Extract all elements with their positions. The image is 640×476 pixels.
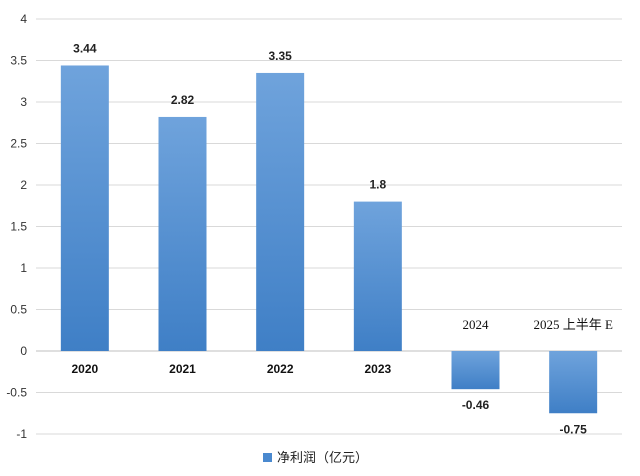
y-tick-label: -0.5 — [6, 386, 27, 400]
bar — [451, 351, 500, 390]
data-label: 1.8 — [369, 178, 386, 192]
legend: 净利润（亿元） — [263, 451, 368, 466]
x-tick-label: 2023 — [364, 362, 391, 376]
x-tick-label: 2020 — [71, 362, 98, 376]
data-labels: 3.44 2.82 3.35 1.8 -0.46 -0.75 — [73, 41, 587, 436]
gridlines — [36, 18, 622, 435]
data-label: -0.46 — [462, 398, 490, 412]
y-axis-ticks: -1 -0.5 0 0.5 1 1.5 2 2.5 3 3.5 4 — [6, 12, 27, 441]
x-tick-label: 2024 — [463, 317, 490, 332]
y-tick-label: 2.5 — [10, 137, 27, 151]
y-tick-label: 1.5 — [10, 220, 27, 234]
data-label: 3.35 — [268, 49, 292, 63]
y-tick-label: 0.5 — [10, 303, 27, 317]
y-tick-label: 0 — [20, 344, 27, 358]
x-tick-label: 2022 — [267, 362, 294, 376]
y-tick-label: 3 — [20, 95, 27, 109]
x-tick-label: 2025 上半年 E — [533, 317, 613, 332]
x-tick-label: 2021 — [169, 362, 196, 376]
data-label: -0.75 — [559, 422, 587, 436]
bar — [60, 65, 109, 351]
bar — [256, 72, 305, 351]
x-axis-ticks: 2020 2021 2022 2023 2024 2025 上半年 E — [71, 317, 612, 376]
data-label: 3.44 — [73, 41, 97, 55]
bar — [158, 116, 207, 351]
bar — [353, 201, 402, 351]
bars — [60, 65, 598, 414]
data-label: 2.82 — [171, 93, 195, 107]
bar — [549, 351, 598, 414]
legend-label: 净利润（亿元） — [277, 451, 368, 466]
y-tick-label: 1 — [20, 261, 27, 275]
y-tick-label: 3.5 — [10, 54, 27, 68]
y-tick-label: 2 — [20, 178, 27, 192]
legend-swatch — [263, 453, 272, 462]
y-tick-label: -1 — [16, 427, 27, 441]
y-tick-label: 4 — [20, 12, 27, 26]
